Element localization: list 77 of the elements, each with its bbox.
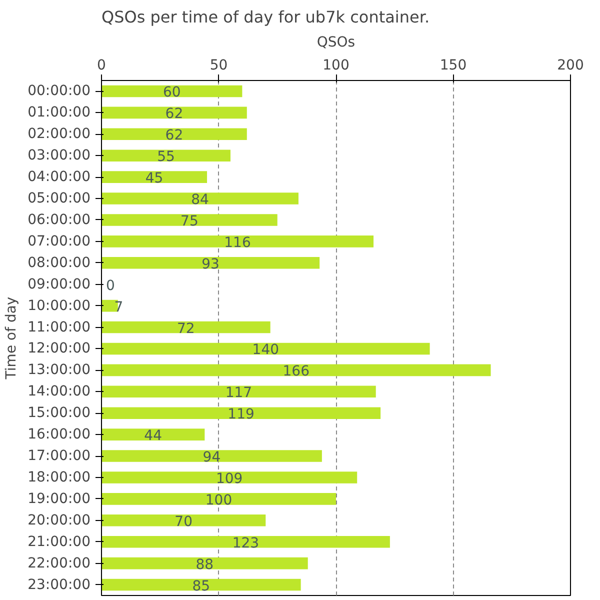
y-tick-label: 17:00:00 <box>28 448 91 464</box>
bar <box>102 192 298 204</box>
y-tick-label: 16:00:00 <box>28 426 91 443</box>
bar <box>102 472 358 484</box>
y-tick-label: 03:00:00 <box>28 148 91 164</box>
data-label: 109 <box>216 470 243 487</box>
bar <box>102 256 320 269</box>
y-tick-label: 23:00:00 <box>28 576 91 593</box>
bar <box>102 428 205 440</box>
bar <box>102 536 390 548</box>
data-label: 140 <box>252 342 280 358</box>
y-tick-label: 05:00:00 <box>28 190 91 207</box>
data-label: 75 <box>180 213 198 230</box>
y-tick-label: 15:00:00 <box>28 405 91 422</box>
data-label: 55 <box>157 149 175 166</box>
bar <box>102 321 270 334</box>
y-tick-label: 09:00:00 <box>28 276 91 292</box>
bar <box>102 171 208 183</box>
data-label: 93 <box>202 256 220 272</box>
x-tick-label: 50 <box>210 58 228 74</box>
y-tick-label: 07:00:00 <box>28 233 91 250</box>
data-label: 166 <box>282 364 310 380</box>
y-tick-label: 02:00:00 <box>28 126 91 142</box>
data-label: 44 <box>144 428 162 444</box>
bar <box>102 450 322 462</box>
bar <box>102 106 247 119</box>
y-tick-label: 12:00:00 <box>28 340 91 357</box>
bar <box>102 85 242 98</box>
data-label: 72 <box>177 320 195 337</box>
bar <box>102 214 278 226</box>
data-label: 45 <box>145 170 164 187</box>
data-label: 119 <box>228 406 254 423</box>
data-label: 116 <box>224 234 251 251</box>
data-label: 88 <box>196 556 214 573</box>
y-tick-label: 22:00:00 <box>28 555 91 572</box>
y-tick-label: 11:00:00 <box>28 319 91 336</box>
bar <box>102 342 430 355</box>
x-axis-title: QSOs <box>316 34 356 50</box>
data-label: 62 <box>165 128 184 144</box>
y-tick-label: 00:00:00 <box>28 83 91 100</box>
bar <box>102 514 266 526</box>
data-label: 62 <box>165 106 184 122</box>
x-tick-label: 100 <box>322 58 350 74</box>
x-tick-label: 0 <box>97 58 106 74</box>
data-label: 123 <box>232 535 260 552</box>
data-label: 0 <box>106 278 115 294</box>
bar <box>102 578 301 591</box>
bar <box>102 128 247 140</box>
data-label: 70 <box>174 514 192 530</box>
data-label: 84 <box>191 192 209 208</box>
data-label: 85 <box>192 578 210 594</box>
data-label: 94 <box>202 450 221 466</box>
data-label: 117 <box>225 385 252 402</box>
bar <box>102 557 308 570</box>
y-tick-label: 01:00:00 <box>28 104 91 121</box>
bar <box>102 386 376 398</box>
y-tick-label: 14:00:00 <box>28 384 91 400</box>
y-tick-label: 21:00:00 <box>28 534 91 550</box>
bar <box>102 493 336 505</box>
data-label: 60 <box>162 84 181 101</box>
bar <box>102 150 230 162</box>
y-tick-label: 10:00:00 <box>28 298 91 314</box>
bar <box>102 407 381 420</box>
y-tick-label: 20:00:00 <box>28 512 91 528</box>
y-tick-label: 19:00:00 <box>28 490 91 507</box>
y-axis-title: Time of day <box>4 296 20 380</box>
y-tick-label: 04:00:00 <box>28 169 91 186</box>
y-tick-label: 08:00:00 <box>28 254 91 271</box>
data-label: 100 <box>205 492 232 508</box>
chart-title: QSOs per time of day for ub7k container. <box>102 8 430 26</box>
y-tick-label: 06:00:00 <box>28 212 91 228</box>
y-tick-label: 18:00:00 <box>28 469 91 486</box>
bar <box>102 236 374 248</box>
y-tick-label: 13:00:00 <box>28 362 91 378</box>
bar <box>102 364 491 376</box>
x-tick-label: 200 <box>557 58 584 74</box>
x-tick-label: 150 <box>440 58 467 74</box>
